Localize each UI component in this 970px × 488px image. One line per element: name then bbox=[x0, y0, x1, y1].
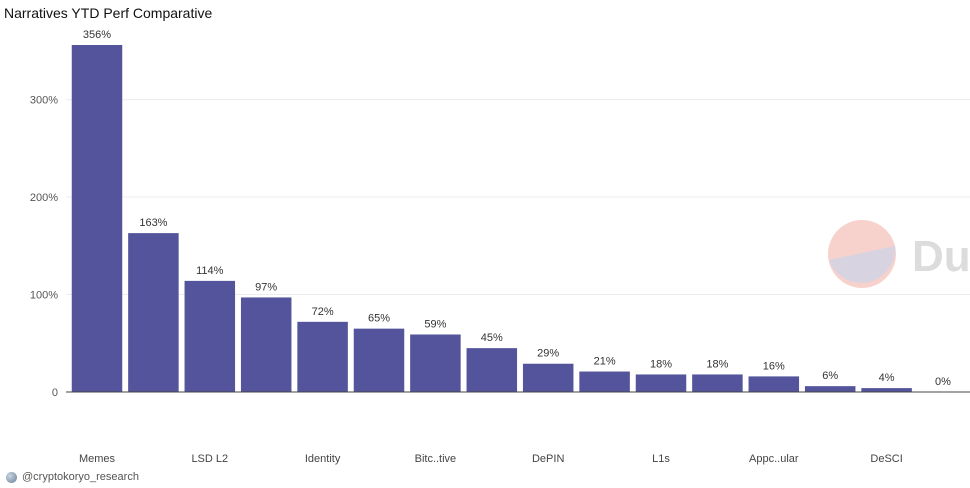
bar-value-label: 6% bbox=[822, 370, 838, 382]
x-tick-label: Bitc..tive bbox=[415, 453, 457, 465]
bar-value-label: 18% bbox=[650, 358, 672, 370]
y-axis: 0 100% 200% 300% bbox=[30, 95, 58, 399]
x-tick-label: Appc..ular bbox=[749, 453, 799, 465]
bars bbox=[71, 45, 912, 392]
bar-value-label: 18% bbox=[706, 358, 728, 370]
footer: @cryptokoryo_research bbox=[6, 471, 139, 483]
x-tick-label: Identity bbox=[305, 453, 341, 465]
bar bbox=[579, 371, 630, 392]
bar-value-label: 0% bbox=[935, 376, 951, 388]
bar bbox=[128, 233, 179, 392]
bar bbox=[522, 363, 574, 392]
bar-value-label: 114% bbox=[196, 265, 224, 277]
x-tick-label: DePIN bbox=[532, 453, 564, 465]
bar bbox=[804, 386, 856, 392]
bar-value-label: 16% bbox=[763, 360, 785, 372]
bar-value-label: 97% bbox=[255, 281, 277, 293]
bar-value-label: 72% bbox=[312, 306, 334, 318]
dune-watermark: Du bbox=[828, 220, 970, 288]
bar bbox=[635, 374, 687, 392]
bar-value-label: 45% bbox=[481, 332, 503, 344]
y-tick-label: 200% bbox=[30, 192, 58, 204]
y-tick-label: 0 bbox=[52, 387, 58, 399]
account-avatar-icon bbox=[6, 471, 17, 483]
bar bbox=[353, 328, 405, 392]
bar-value-label: 4% bbox=[879, 372, 895, 384]
bar bbox=[748, 376, 800, 392]
bar bbox=[861, 388, 912, 392]
x-tick-label: Memes bbox=[79, 453, 116, 465]
x-tick-label: LSD L2 bbox=[191, 453, 228, 465]
x-axis: Memes LSD L2 Identity Bitc..tive DePIN L1s App… bbox=[79, 453, 903, 465]
bar bbox=[184, 280, 236, 392]
watermark-text: Du bbox=[912, 232, 970, 281]
bar-value-label: 21% bbox=[594, 356, 616, 368]
y-tick-label: 100% bbox=[30, 290, 58, 302]
x-tick-label: DeSCI bbox=[870, 453, 902, 465]
bar-value-label: 29% bbox=[537, 348, 559, 360]
bar-value-label: 65% bbox=[368, 313, 390, 325]
bar bbox=[692, 374, 743, 392]
bar-value-label: 163% bbox=[139, 217, 167, 229]
bar bbox=[466, 348, 518, 392]
x-tick-label: L1s bbox=[652, 453, 670, 465]
bar-value-label: 59% bbox=[424, 318, 446, 330]
value-labels: 356% 163% 114% 97% 72% 65% 59% 45% 29% 21% 18% 18% 1… bbox=[83, 29, 951, 388]
bar bbox=[410, 334, 461, 392]
chart-title: Narratives YTD Perf Comparative bbox=[4, 5, 213, 21]
y-tick-label: 300% bbox=[30, 95, 58, 107]
footer-handle: @cryptokoryo_research bbox=[22, 471, 139, 483]
bar bbox=[297, 321, 348, 392]
bar-value-label: 356% bbox=[83, 29, 111, 41]
bar bbox=[71, 45, 123, 392]
bar bbox=[240, 297, 292, 392]
